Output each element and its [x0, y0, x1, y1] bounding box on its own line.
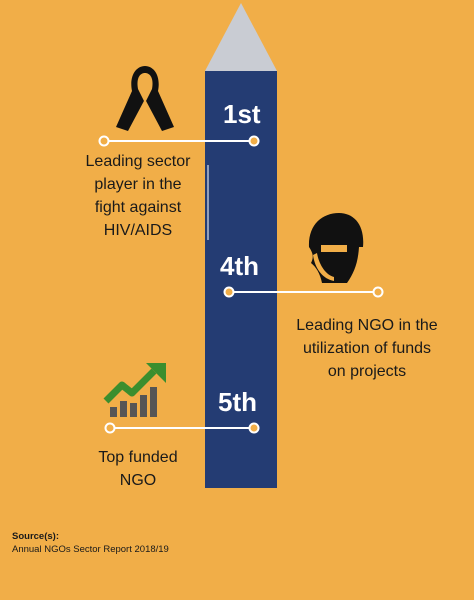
label-4th: Leading NGO in the utilization of funds …: [278, 314, 456, 383]
label-1st-line: Leading sector: [85, 153, 191, 170]
connector-dot-4th-right: [372, 286, 384, 298]
label-1st-line: HIV/AIDS: [103, 222, 173, 239]
connector-dot-1st-left: [98, 135, 110, 147]
growth-chart-icon: [103, 363, 166, 417]
label-4th-line: on projects: [327, 363, 407, 380]
connector-dot-5th-right: [248, 422, 260, 434]
awareness-ribbon-icon: [116, 66, 174, 131]
connector-dot-5th-left: [104, 422, 116, 434]
rank-1st: 1st: [223, 99, 261, 129]
rank-4th: 4th: [220, 251, 259, 281]
label-4th-line: utilization of funds: [302, 340, 432, 357]
label-1st: Leading sector player in the fight again…: [62, 150, 214, 242]
soldier-helmet-head-icon: [308, 213, 364, 283]
connector-dot-4th-left: [223, 286, 235, 298]
label-4th-line: Leading NGO in the: [296, 317, 438, 334]
connector-dot-1st-right: [248, 135, 260, 147]
label-1st-line: player in the: [94, 176, 182, 193]
rank-5th: 5th: [218, 387, 257, 417]
source-heading: Source(s):: [12, 531, 59, 542]
label-1st-line: fight against: [94, 199, 182, 216]
label-5th-line: Top funded: [98, 449, 178, 466]
label-5th-line: NGO: [119, 472, 157, 489]
pillar-top-arrow: [205, 3, 277, 71]
label-5th: Top funded NGO: [78, 446, 198, 492]
source-text: Annual NGOs Sector Report 2018/19: [12, 544, 169, 555]
